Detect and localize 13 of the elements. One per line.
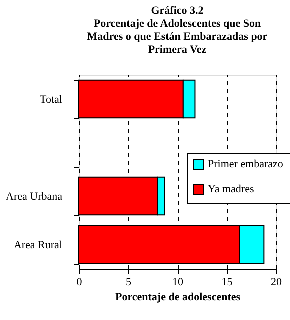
x-tick-label: 0 (76, 276, 83, 288)
y-tick-label: Area Urbana (6, 190, 63, 203)
x-tick-label: 15 (222, 276, 234, 288)
x-tick-label: 10 (172, 276, 184, 288)
y-tick-label: Total (40, 94, 62, 106)
chart-title: Gráfico 3.2 (151, 5, 204, 17)
legend-label: Ya madres (208, 184, 254, 196)
y-tick-label: Area Rural (14, 239, 62, 252)
x-tick-label: 20 (271, 276, 282, 288)
chart-subtitle: Porcentaje de Adolescentes que Son Madres o que Están Embarazadas por Primera Vez (87, 18, 268, 56)
x-tick-label: 5 (126, 276, 132, 288)
x-axis-title: Porcentaje de adolescentes (115, 292, 242, 304)
legend-label: Primer embarazo (208, 158, 284, 170)
